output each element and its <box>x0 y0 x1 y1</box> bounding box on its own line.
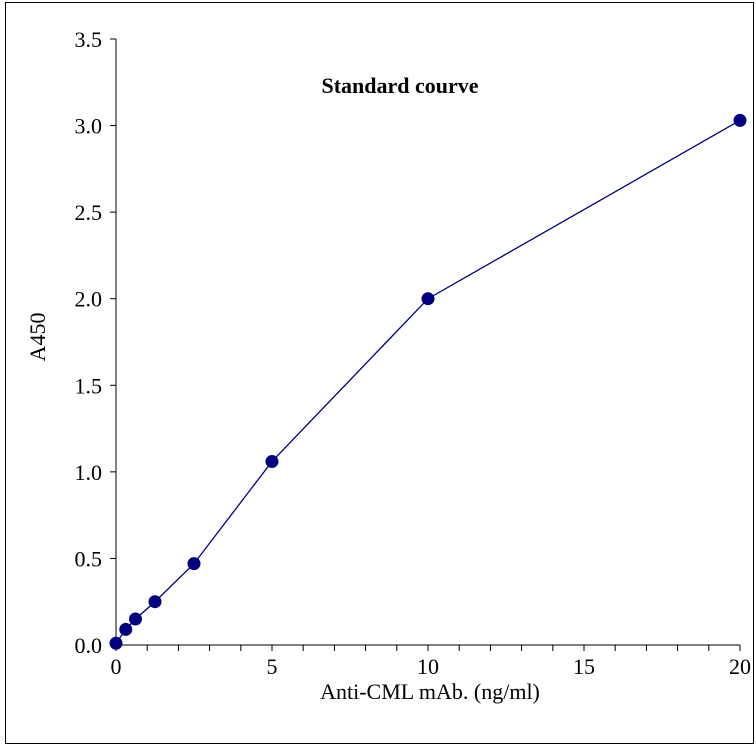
x-tick-label: 0 <box>111 654 122 679</box>
x-tick-label: 20 <box>729 654 751 679</box>
data-point <box>148 595 162 609</box>
data-point <box>129 612 142 626</box>
series-line <box>115 119 741 644</box>
data-point <box>109 636 123 650</box>
y-tick-label: 0.5 <box>75 546 103 571</box>
series-layer <box>109 113 747 650</box>
x-axis-label: Anti-CML mAb. (ng/ml) <box>320 679 540 704</box>
y-tick-label: 1.0 <box>75 460 103 485</box>
y-tick-label: 1.5 <box>75 373 103 398</box>
tick-labels: 0.0 0.5 1.0 1.5 2.0 2.5 3.0 3.5 0 5 10 15 20 <box>75 27 752 679</box>
x-tick-label: 15 <box>573 654 595 679</box>
data-point <box>265 454 279 468</box>
data-point <box>119 622 133 636</box>
axes <box>115 39 740 646</box>
y-axis-label: A450 <box>25 313 50 362</box>
y-tick-label: 3.0 <box>75 114 103 139</box>
data-point <box>733 113 747 127</box>
y-tick-label: 2.0 <box>75 287 103 312</box>
x-tick-label: 5 <box>267 654 278 679</box>
x-tick-label: 10 <box>417 654 439 679</box>
y-tick-label: 0.0 <box>75 633 103 658</box>
chart-title: Standard courve <box>321 73 478 98</box>
data-point <box>187 557 201 571</box>
data-point <box>421 292 435 306</box>
y-tick-label: 2.5 <box>75 200 103 225</box>
y-tick-label: 3.5 <box>75 27 103 52</box>
ticks <box>110 38 741 651</box>
